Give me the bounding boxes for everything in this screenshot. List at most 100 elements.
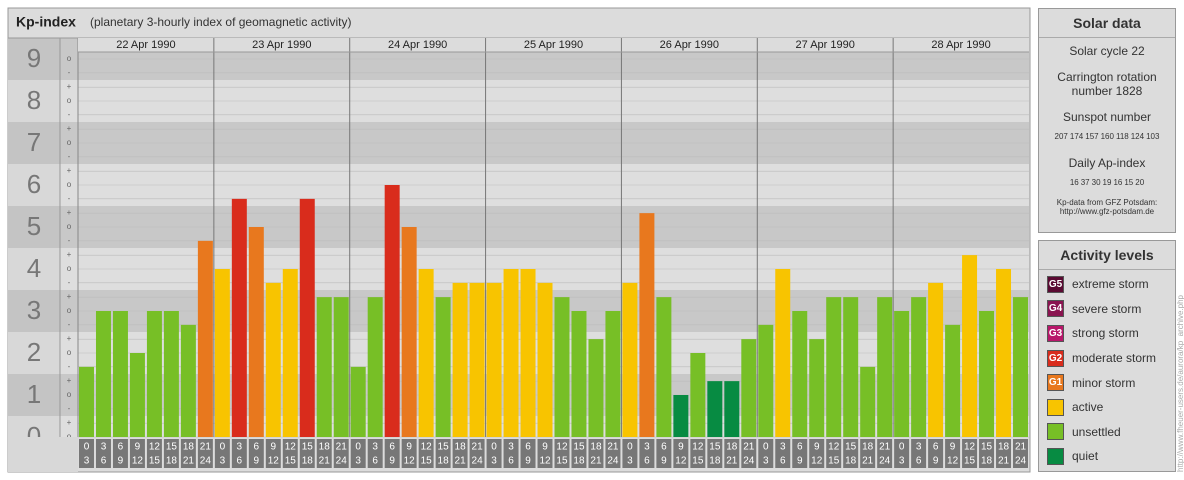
bar xyxy=(350,366,366,437)
hour-label: 15 xyxy=(573,442,585,453)
hour-label: 21 xyxy=(862,456,874,467)
hour-label: 24 xyxy=(200,456,212,467)
minor-tick-label: o xyxy=(67,96,72,105)
hour-label: 21 xyxy=(1015,442,1027,453)
legend-swatch: G1 xyxy=(1047,374,1064,392)
hour-cell xyxy=(554,439,570,468)
hour-label: 9 xyxy=(406,442,412,453)
bar xyxy=(299,198,315,437)
hour-label: 15 xyxy=(964,456,976,467)
bar xyxy=(843,297,859,437)
hour-cell xyxy=(996,439,1012,468)
hour-label: 6 xyxy=(118,442,124,453)
bar xyxy=(894,311,910,437)
hour-label: 12 xyxy=(692,442,704,453)
hour-label: 9 xyxy=(661,456,667,467)
ap-value: 15 xyxy=(1124,178,1134,187)
sunspot-value: 118 xyxy=(1115,132,1129,141)
band xyxy=(8,38,60,80)
hour-label: 9 xyxy=(542,442,548,453)
hour-cell xyxy=(265,439,281,468)
band xyxy=(8,332,60,374)
hour-label: 12 xyxy=(828,442,840,453)
hour-cell xyxy=(1013,439,1028,468)
legend-label: moderate storm xyxy=(1072,351,1157,366)
hour-label: 15 xyxy=(438,442,450,453)
minor-tick-label: - xyxy=(68,278,71,287)
hour-label: 6 xyxy=(933,442,939,453)
bar xyxy=(384,185,400,437)
bar xyxy=(656,297,672,437)
band xyxy=(8,374,60,416)
hour-label: 3 xyxy=(644,442,650,453)
minor-tick-label: o xyxy=(67,54,72,63)
y-tick-label: 2 xyxy=(27,337,41,367)
rotation: Carrington rotation number 1828 xyxy=(1039,70,1175,98)
hour-label: 12 xyxy=(675,456,687,467)
hour-cell xyxy=(860,439,876,468)
y-tick-label: 6 xyxy=(27,169,41,199)
ap-value: 16 xyxy=(1069,178,1079,187)
hour-label: 21 xyxy=(319,456,331,467)
legend-label: minor storm xyxy=(1072,375,1136,390)
hour-label: 3 xyxy=(491,456,497,467)
hour-label: 0 xyxy=(355,442,361,453)
band xyxy=(8,122,60,164)
band xyxy=(8,206,60,248)
hour-label: 0 xyxy=(763,442,769,453)
hour-cell xyxy=(775,439,791,468)
legend-item: G3 strong storm xyxy=(1039,321,1175,346)
bar xyxy=(537,282,553,437)
legend-label: unsettled xyxy=(1072,424,1121,439)
date-header xyxy=(485,38,622,52)
hour-label: 6 xyxy=(508,456,514,467)
hour-cell xyxy=(503,439,519,468)
hour-label: 18 xyxy=(166,456,178,467)
y-tick-label: 8 xyxy=(27,85,41,115)
hour-label: 12 xyxy=(132,456,144,467)
minor-tick-label: + xyxy=(67,292,72,301)
hour-cell xyxy=(911,439,927,468)
bar xyxy=(792,311,808,437)
bar xyxy=(95,311,111,437)
sunspot-value: 174 xyxy=(1069,132,1084,141)
hour-label: 24 xyxy=(879,456,891,467)
date-header xyxy=(213,38,350,52)
hour-cell xyxy=(418,439,434,468)
date-header xyxy=(757,38,894,52)
bar xyxy=(707,381,723,437)
band xyxy=(8,290,60,332)
hour-label: 21 xyxy=(726,456,738,467)
bar xyxy=(962,255,978,437)
legend-label: strong storm xyxy=(1072,326,1139,341)
hour-label: 9 xyxy=(950,442,956,453)
hour-label: 18 xyxy=(590,442,602,453)
minor-tick-label: - xyxy=(68,152,71,161)
bar xyxy=(554,297,570,437)
bar xyxy=(231,198,247,437)
hour-label: 15 xyxy=(828,456,840,467)
sunspot-value: 103 xyxy=(1146,132,1160,141)
hour-label: 3 xyxy=(916,442,922,453)
band xyxy=(8,416,60,437)
hour-label: 0 xyxy=(627,442,633,453)
hour-label: 24 xyxy=(1015,456,1027,467)
bar xyxy=(367,297,383,437)
y-tick-label: 7 xyxy=(27,127,41,157)
hour-label: 21 xyxy=(743,442,755,453)
hour-cell xyxy=(316,439,332,468)
minor-tick-label: - xyxy=(68,404,71,413)
hour-label: 3 xyxy=(355,456,361,467)
hour-cell xyxy=(367,439,383,468)
hour-label: 21 xyxy=(472,442,484,453)
hour-cell xyxy=(809,439,825,468)
hour-label: 24 xyxy=(607,456,619,467)
legend-item: G2 moderate storm xyxy=(1039,346,1175,371)
legend-item: G5 extreme storm xyxy=(1039,272,1175,297)
x-category-label: 23 Apr 1990 xyxy=(252,39,311,51)
date-header xyxy=(893,38,1029,52)
legend-swatch xyxy=(1047,398,1064,416)
ap-value: 30 xyxy=(1091,178,1101,187)
minor-tick-label: + xyxy=(67,82,72,91)
bar xyxy=(945,324,961,437)
